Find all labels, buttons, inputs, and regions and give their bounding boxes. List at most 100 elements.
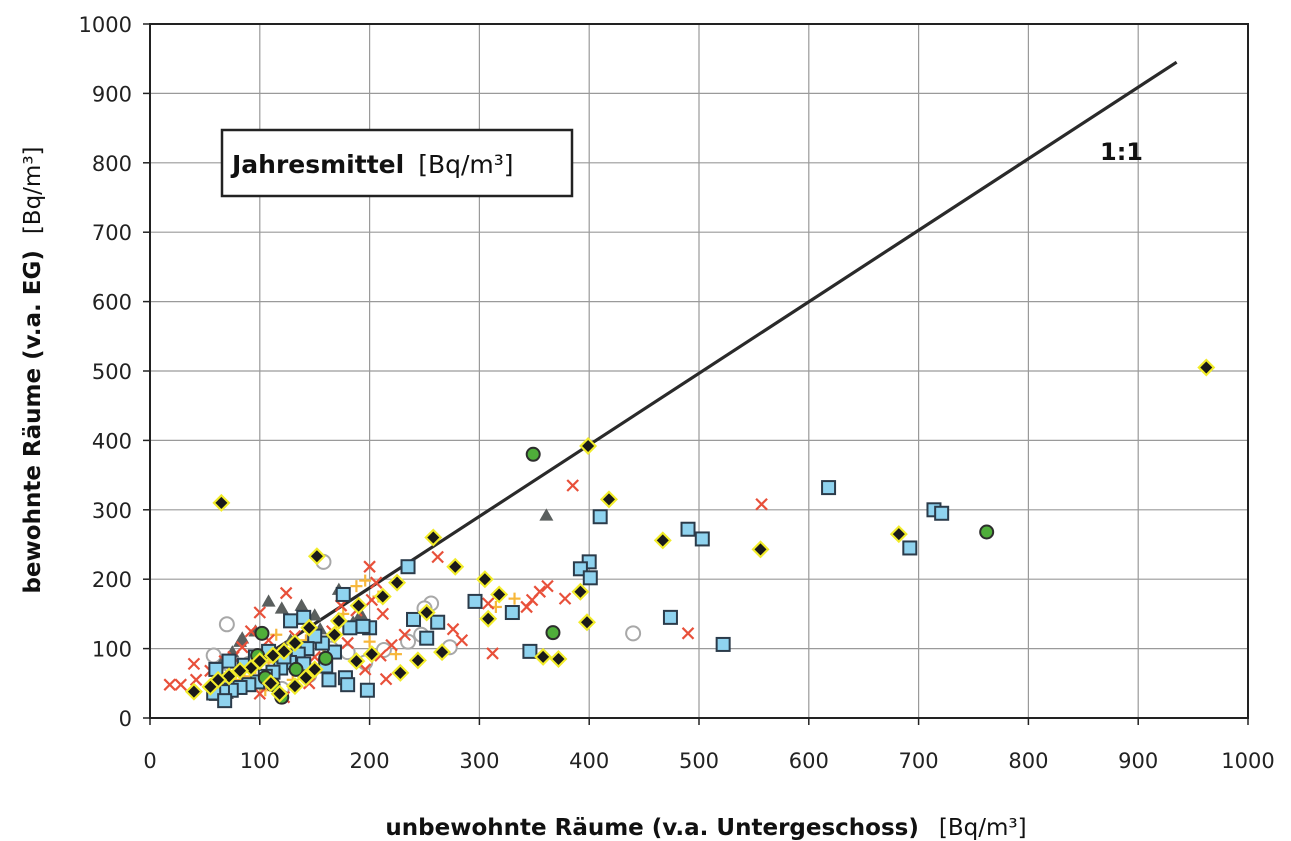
data-point-plus — [350, 580, 363, 593]
legend-unit: [Bq/m³] — [418, 150, 513, 179]
cross-stroke — [376, 607, 390, 621]
diamond-core — [1200, 361, 1213, 374]
cross-stroke — [341, 636, 354, 650]
data-point-square — [504, 605, 520, 621]
cross-stroke — [174, 678, 188, 691]
diamond-core — [299, 671, 312, 684]
data-point-diamond — [261, 674, 280, 693]
diamond-core — [376, 590, 389, 603]
data-point-triangle — [274, 601, 289, 614]
y-axis-title: bewohnte Räume (v.a. EG)[Bq/m³] — [20, 146, 46, 593]
data-point-circle — [525, 446, 541, 462]
diamond-core — [537, 650, 550, 663]
data-point-cross — [187, 657, 201, 671]
data-point-diamond — [270, 684, 289, 703]
data-point-circle — [979, 524, 995, 540]
data-point-diamond — [579, 436, 598, 455]
data-point-diamond — [433, 643, 452, 662]
data-point-diamond — [653, 531, 672, 550]
data-point-diamond — [446, 557, 465, 576]
data-point-diamond — [889, 525, 908, 544]
diamond-core — [328, 628, 341, 641]
data-point-square — [321, 672, 337, 688]
x-tick-label: 200 — [350, 749, 390, 773]
cross-stroke — [398, 628, 412, 641]
data-point-diamond — [285, 634, 304, 653]
diamond-core — [308, 663, 321, 676]
data-point-diamond — [349, 596, 368, 615]
data-point-cross — [385, 638, 398, 652]
data-point-diamond — [490, 585, 509, 604]
y-tick-label: 0 — [119, 707, 132, 731]
data-point-circle — [318, 650, 334, 666]
data-point-square — [430, 614, 446, 630]
cross-stroke — [163, 678, 177, 691]
cross-stroke — [431, 550, 444, 564]
diamond-core — [288, 637, 301, 650]
data-point-cross — [520, 600, 533, 614]
y-tick-label: 200 — [92, 568, 132, 592]
diamond-core — [215, 496, 228, 509]
cross-stroke — [279, 586, 293, 600]
data-point-diamond — [424, 528, 443, 547]
x-tick-label: 100 — [240, 749, 280, 773]
data-point-square — [283, 613, 299, 629]
y-tick-label: 300 — [92, 499, 132, 523]
cross-stroke — [446, 622, 460, 636]
diamond-core — [273, 687, 286, 700]
data-point-cross — [358, 663, 372, 676]
data-point-diamond — [751, 540, 770, 559]
data-point-square — [522, 643, 538, 659]
y-tick-label: 100 — [92, 638, 132, 662]
data-point-open-circle — [400, 633, 417, 650]
data-point-plus — [508, 592, 521, 605]
data-point-plus — [359, 574, 372, 587]
diamond-core — [478, 573, 491, 586]
cross-stroke — [187, 657, 201, 671]
data-point-diamond — [347, 652, 366, 671]
data-point-square — [592, 509, 608, 525]
diamond-core — [892, 528, 905, 541]
data-point-plus — [363, 635, 376, 648]
data-point-diamond — [263, 646, 282, 665]
data-point-diamond — [479, 609, 498, 628]
diamond-core — [266, 649, 279, 662]
data-point-diamond — [571, 582, 590, 601]
data-point-diamond — [391, 663, 410, 682]
diamond-core — [656, 534, 669, 547]
diamond-core — [449, 560, 462, 573]
x-tick-label: 0 — [143, 749, 156, 773]
y-tick-label: 400 — [92, 429, 132, 453]
data-point-diamond — [373, 587, 392, 606]
data-point-triangle — [294, 598, 309, 611]
cross-stroke — [253, 606, 267, 619]
y-axis-unit: [Bq/m³] — [20, 146, 46, 234]
data-point-triangle — [539, 508, 554, 521]
cross-stroke — [385, 638, 398, 652]
cross-stroke — [358, 663, 372, 676]
diamond-core — [234, 664, 247, 677]
data-point-cross — [174, 678, 188, 691]
y-tick-label: 600 — [92, 291, 132, 315]
data-point-diamond — [300, 618, 319, 637]
data-point-square — [359, 682, 375, 698]
diamond-core — [253, 655, 266, 668]
y-tick-labels: 0 100 200 300 400 500 600 700 800 900 1000 — [79, 13, 132, 731]
cross-stroke — [244, 624, 258, 638]
cross-stroke — [369, 576, 383, 589]
cross-stroke — [566, 479, 580, 492]
data-point-diamond — [329, 611, 348, 630]
data-point-square — [715, 636, 731, 652]
x-tick-label: 700 — [899, 749, 939, 773]
data-point-plus — [270, 628, 283, 641]
diamond-core — [352, 599, 365, 612]
diamond-core — [310, 550, 323, 563]
data-point-cross — [279, 586, 293, 600]
data-point-square — [467, 593, 483, 609]
data-point-cross — [363, 560, 376, 573]
data-point-diamond — [201, 677, 220, 696]
data-point-cross — [431, 550, 444, 564]
data-point-diamond — [362, 645, 381, 664]
cross-stroke — [520, 600, 533, 614]
diamond-core — [288, 680, 301, 693]
